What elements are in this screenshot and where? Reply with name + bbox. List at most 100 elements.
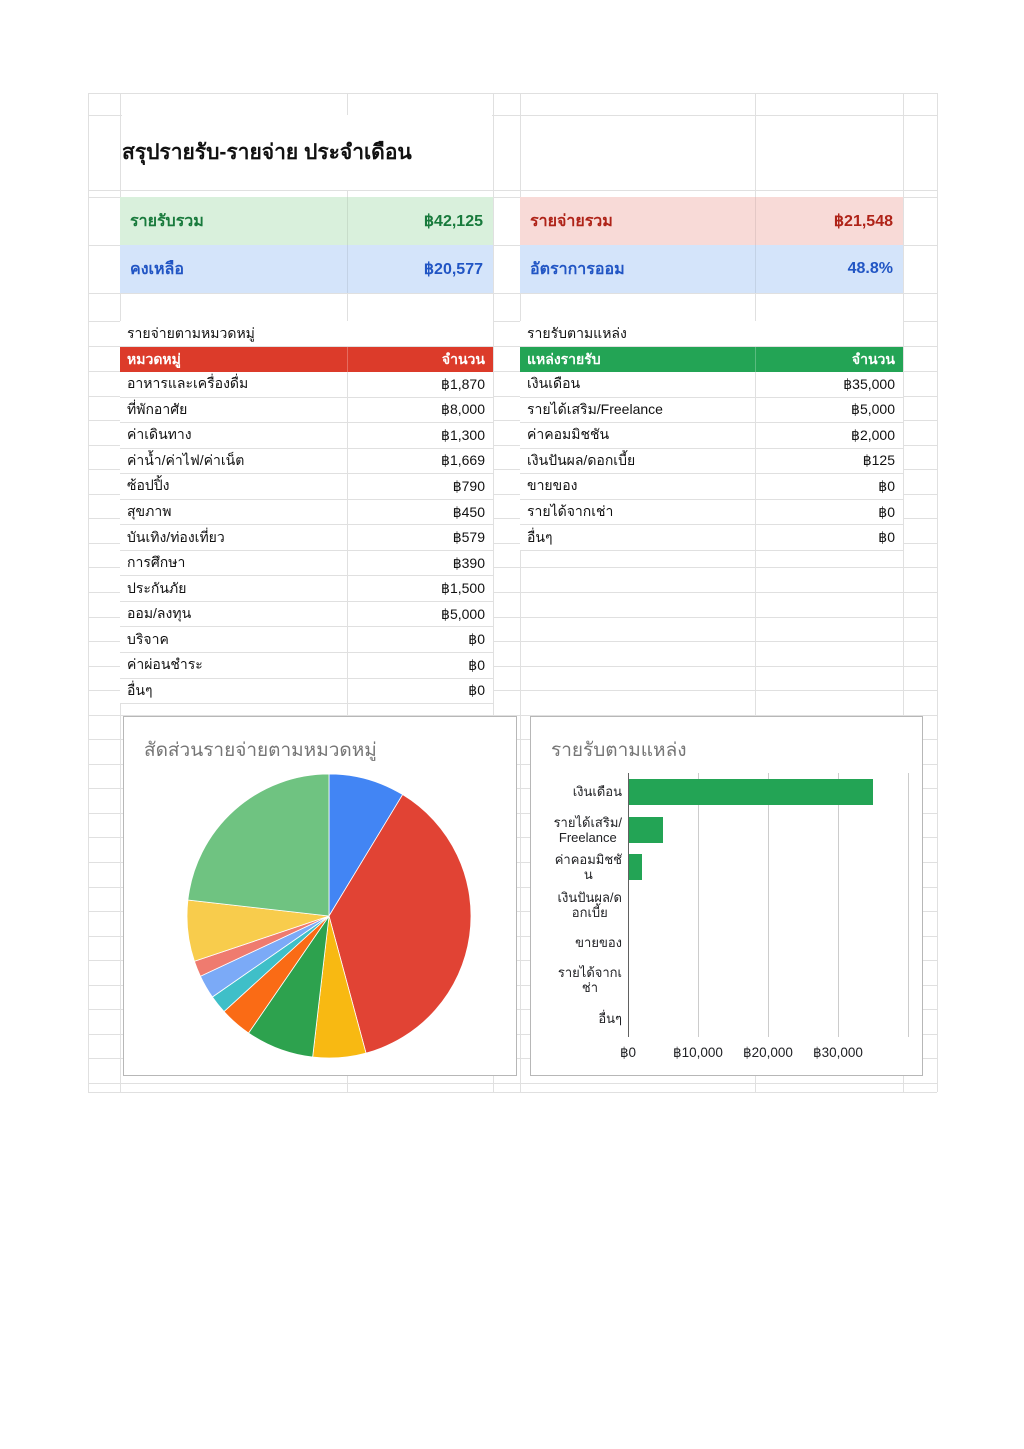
summary-balance-cell[interactable]: คงเหลือ ฿20,577	[120, 245, 493, 293]
table-cell-label[interactable]: ค่าผ่อนชำระ	[120, 653, 348, 678]
bar-gridline	[698, 773, 699, 1037]
table-cell-label[interactable]: เงินเดือน	[520, 372, 756, 397]
table-row: ขายของ ฿0	[520, 474, 903, 500]
table-cell-value[interactable]: ฿0	[468, 631, 485, 648]
cell-divider	[755, 197, 756, 245]
table-cell-value[interactable]: ฿8,000	[441, 401, 485, 418]
table-row: ค่าผ่อนชำระ ฿0	[120, 653, 493, 679]
sheet-title-cell[interactable]: สรุปรายรับ-รายจ่าย ประจำเดือน	[122, 115, 492, 190]
table-row: ค่าน้ำ/ค่าไฟ/ค่าเน็ต ฿1,669	[120, 448, 493, 475]
summary-savings-rate-label: อัตราการออม	[530, 260, 625, 278]
table-cell-value[interactable]: ฿1,500	[441, 580, 485, 597]
table-cell-value[interactable]: ฿5,000	[851, 401, 895, 418]
bar-gridline	[838, 773, 839, 1037]
table-cell-label[interactable]: รายได้จากเช่า	[520, 499, 756, 525]
table-cell-label[interactable]: บริจาค	[120, 627, 348, 653]
table-cell-value[interactable]: ฿790	[452, 477, 485, 494]
bar-category-label-line: ค่าคอมมิชชั	[554, 852, 622, 868]
table-row: อื่นๆ ฿0	[520, 525, 903, 551]
bar-category-label: ค่าคอมมิชชัน	[555, 848, 622, 886]
bar-category-label-line: Freelance	[558, 829, 617, 845]
summary-income-total-label: รายรับรวม	[130, 212, 204, 230]
table-cell-label[interactable]: เงินปันผล/ดอกเบี้ย	[520, 448, 756, 474]
pie-chart-title: สัดส่วนรายจ่ายตามหมวดหมู่	[144, 740, 377, 761]
income-section-label[interactable]: รายรับตามแหล่ง	[520, 321, 903, 347]
table-cell-value[interactable]: ฿390	[452, 554, 485, 571]
summary-income-total-cell[interactable]: รายรับรวม ฿42,125	[120, 197, 493, 245]
table-cell-label[interactable]: ค่าน้ำ/ค่าไฟ/ค่าเน็ต	[120, 448, 348, 474]
expense-table-header[interactable]: หมวดหมู่ จำนวน	[120, 347, 493, 372]
table-cell-value[interactable]: ฿0	[468, 682, 485, 699]
table-cell-value[interactable]: ฿0	[878, 503, 895, 520]
expense-pie-chart[interactable]: สัดส่วนรายจ่ายตามหมวดหมู่	[123, 716, 517, 1076]
summary-expense-total-label: รายจ่ายรวม	[530, 212, 613, 230]
pie-chart-plot	[186, 773, 472, 1059]
table-row: รายได้เสริม/Freelance ฿5,000	[520, 397, 903, 424]
bar-gridline	[768, 773, 769, 1037]
table-cell-label[interactable]: อื่นๆ	[520, 525, 756, 550]
cell-divider	[755, 245, 756, 293]
table-row: สุขภาพ ฿450	[120, 499, 493, 526]
summary-savings-rate-value: 48.8%	[847, 260, 893, 277]
table-cell-label[interactable]: ขายของ	[520, 474, 756, 499]
bar	[629, 854, 642, 881]
table-cell-label[interactable]: ซ้อปปิ้ง	[120, 474, 348, 499]
summary-income-total-value: ฿42,125	[423, 213, 483, 230]
table-cell-value[interactable]: ฿450	[452, 503, 485, 520]
table-cell-label[interactable]: อาหารและเครื่องดื่ม	[120, 372, 348, 397]
table-cell-value[interactable]: ฿579	[452, 529, 485, 546]
table-cell-value[interactable]: ฿0	[468, 656, 485, 673]
table-cell-label[interactable]: ที่พักอาศัย	[120, 397, 348, 423]
bar-category-label: เงินเดือน	[573, 773, 622, 811]
summary-savings-rate-cell[interactable]: อัตราการออม 48.8%	[520, 245, 903, 293]
income-table: รายรับตามแหล่ง แหล่งรายรับ จำนวน เงินเดื…	[520, 321, 903, 551]
table-cell-label[interactable]: อื่นๆ	[120, 678, 348, 704]
expense-table-body: อาหารและเครื่องดื่ม ฿1,870 ที่พักอาศัย ฿8,0…	[120, 372, 493, 705]
income-bar-chart[interactable]: รายรับตามแหล่ง เงินเดือน รายได้เสริม/Free…	[530, 716, 923, 1076]
table-row: บันเทิง/ท่องเที่ยว ฿579	[120, 525, 493, 551]
table-row: เงินปันผล/ดอกเบี้ย ฿125	[520, 448, 903, 475]
table-row: บริจาค ฿0	[120, 627, 493, 654]
table-cell-label[interactable]: ค่าเดินทาง	[120, 423, 348, 448]
expense-section-label[interactable]: รายจ่ายตามหมวดหมู่	[120, 321, 493, 347]
bar-category-label-line: เงินเดือน	[572, 784, 622, 800]
table-cell-value[interactable]: ฿35,000	[843, 375, 895, 392]
bar-x-axis	[628, 773, 629, 1037]
table-cell-value[interactable]: ฿1,870	[441, 375, 485, 392]
bar-category-label-line: อื่นๆ	[598, 1010, 622, 1026]
income-table-header[interactable]: แหล่งรายรับ จำนวน	[520, 347, 903, 372]
table-cell-label[interactable]: รายได้เสริม/Freelance	[520, 397, 756, 423]
bar-category-label-line: ขายของ	[575, 935, 622, 951]
table-cell-value[interactable]: ฿125	[862, 452, 895, 469]
table-row: ที่พักอาศัย ฿8,000	[120, 397, 493, 424]
table-cell-value[interactable]: ฿2,000	[851, 426, 895, 443]
expense-col-amount: จำนวน	[441, 350, 485, 367]
table-cell-label[interactable]: ค่าคอมมิชชัน	[520, 423, 756, 448]
table-cell-label[interactable]: สุขภาพ	[120, 499, 348, 525]
bar-category-label-line: รายได้เสริม/	[553, 814, 622, 830]
table-cell-value[interactable]: ฿0	[878, 477, 895, 494]
table-cell-value[interactable]: ฿5,000	[441, 605, 485, 622]
bar	[629, 778, 873, 805]
pie-slice	[187, 773, 330, 917]
table-cell-value[interactable]: ฿0	[878, 529, 895, 546]
table-cell-label[interactable]: บันเทิง/ท่องเที่ยว	[120, 525, 348, 550]
income-table-body: เงินเดือน ฿35,000 รายได้เสริม/Freelance ฿5,…	[520, 372, 903, 551]
table-cell-label[interactable]: การศึกษา	[120, 550, 348, 576]
bar-category-label-line: อกเบี้ย	[571, 904, 608, 920]
expense-table: รายจ่ายตามหมวดหมู่ หมวดหมู่ จำนวน อาหารแ…	[120, 321, 493, 705]
bar-x-tick-label: ฿30,000	[813, 1045, 863, 1060]
summary-expense-total-cell[interactable]: รายจ่ายรวม ฿21,548	[520, 197, 903, 245]
cell-divider	[347, 197, 348, 245]
bar-category-label: รายได้จากเ ช่า	[558, 962, 622, 1000]
summary-expense-total-value: ฿21,548	[833, 213, 893, 230]
bar-category-label-line: น	[583, 867, 593, 883]
table-cell-label[interactable]: ออม/ลงทุน	[120, 601, 348, 627]
table-cell-label[interactable]: ประกันภัย	[120, 576, 348, 601]
table-row: อื่นๆ ฿0	[120, 678, 493, 705]
bar-x-tick-label: ฿0	[619, 1045, 637, 1060]
table-cell-value[interactable]: ฿1,300	[441, 426, 485, 443]
bar-category-label: อื่นๆ	[598, 999, 622, 1037]
table-cell-value[interactable]: ฿1,669	[441, 452, 485, 469]
bar-category-label-line: ช่า	[581, 980, 598, 996]
